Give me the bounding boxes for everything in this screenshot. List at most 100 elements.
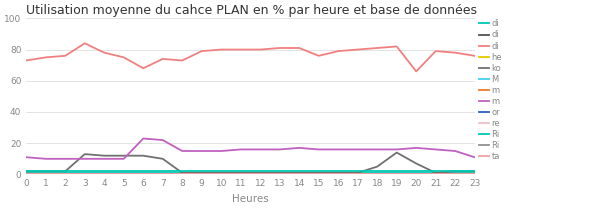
di	[140, 67, 147, 69]
di	[101, 51, 108, 54]
di	[81, 173, 88, 176]
di	[218, 48, 225, 51]
Ri	[257, 173, 264, 176]
m	[159, 173, 166, 176]
m	[413, 147, 420, 149]
m	[374, 173, 381, 176]
Ri	[452, 173, 459, 176]
Line: di: di	[26, 43, 475, 71]
re	[42, 173, 49, 176]
di	[354, 173, 361, 176]
Ri	[140, 173, 147, 176]
m	[315, 148, 322, 151]
or	[237, 173, 244, 176]
or	[276, 173, 284, 176]
he	[334, 173, 342, 176]
re	[101, 173, 108, 176]
di	[432, 173, 439, 176]
m	[237, 173, 244, 176]
or	[81, 173, 88, 176]
M	[432, 173, 439, 176]
di	[374, 172, 381, 174]
di	[471, 173, 478, 176]
ko	[354, 172, 361, 174]
Ri	[393, 173, 400, 176]
m	[374, 148, 381, 151]
di	[218, 173, 225, 176]
di	[198, 173, 205, 176]
M	[140, 173, 147, 176]
di	[295, 47, 303, 49]
ta	[198, 173, 205, 176]
di	[315, 172, 322, 174]
ko	[22, 170, 30, 173]
re	[432, 173, 439, 176]
ko	[237, 172, 244, 174]
Ri	[334, 173, 342, 176]
di	[295, 173, 303, 176]
di	[393, 45, 400, 48]
re	[159, 173, 166, 176]
di	[140, 173, 147, 176]
Text: Utilisation moyenne du cahce PLAN en % par heure et base de données: Utilisation moyenne du cahce PLAN en % p…	[26, 4, 477, 17]
Ri	[179, 173, 186, 176]
di	[452, 172, 459, 174]
di	[257, 172, 264, 174]
M	[413, 173, 420, 176]
m	[218, 173, 225, 176]
m	[257, 173, 264, 176]
Ri	[354, 170, 361, 173]
di	[120, 56, 127, 59]
di	[42, 56, 49, 59]
Ri	[354, 173, 361, 176]
Ri	[120, 173, 127, 176]
ta	[315, 173, 322, 176]
ta	[413, 173, 420, 176]
or	[432, 173, 439, 176]
m	[22, 173, 30, 176]
Ri	[22, 170, 30, 173]
m	[452, 173, 459, 176]
ta	[22, 173, 30, 176]
Ri	[413, 170, 420, 173]
Ri	[393, 170, 400, 173]
ta	[140, 173, 147, 176]
ta	[81, 173, 88, 176]
re	[413, 173, 420, 176]
Ri	[374, 170, 381, 173]
Ri	[334, 170, 342, 173]
di	[22, 173, 30, 176]
Line: ko: ko	[26, 152, 475, 173]
di	[179, 172, 186, 174]
M	[452, 173, 459, 176]
ko	[140, 154, 147, 157]
m	[62, 158, 69, 160]
or	[179, 173, 186, 176]
m	[393, 148, 400, 151]
he	[452, 173, 459, 176]
ta	[257, 173, 264, 176]
di	[413, 172, 420, 174]
M	[295, 173, 303, 176]
re	[374, 173, 381, 176]
or	[42, 173, 49, 176]
di	[179, 173, 186, 176]
re	[140, 173, 147, 176]
m	[120, 158, 127, 160]
m	[471, 156, 478, 158]
di	[62, 54, 69, 57]
re	[120, 173, 127, 176]
di	[315, 173, 322, 176]
ko	[81, 153, 88, 155]
Ri	[276, 173, 284, 176]
ta	[42, 173, 49, 176]
re	[62, 173, 69, 176]
he	[237, 173, 244, 176]
m	[354, 173, 361, 176]
he	[393, 173, 400, 176]
Ri	[179, 170, 186, 173]
Ri	[198, 173, 205, 176]
m	[22, 156, 30, 158]
Ri	[315, 173, 322, 176]
Ri	[140, 170, 147, 173]
